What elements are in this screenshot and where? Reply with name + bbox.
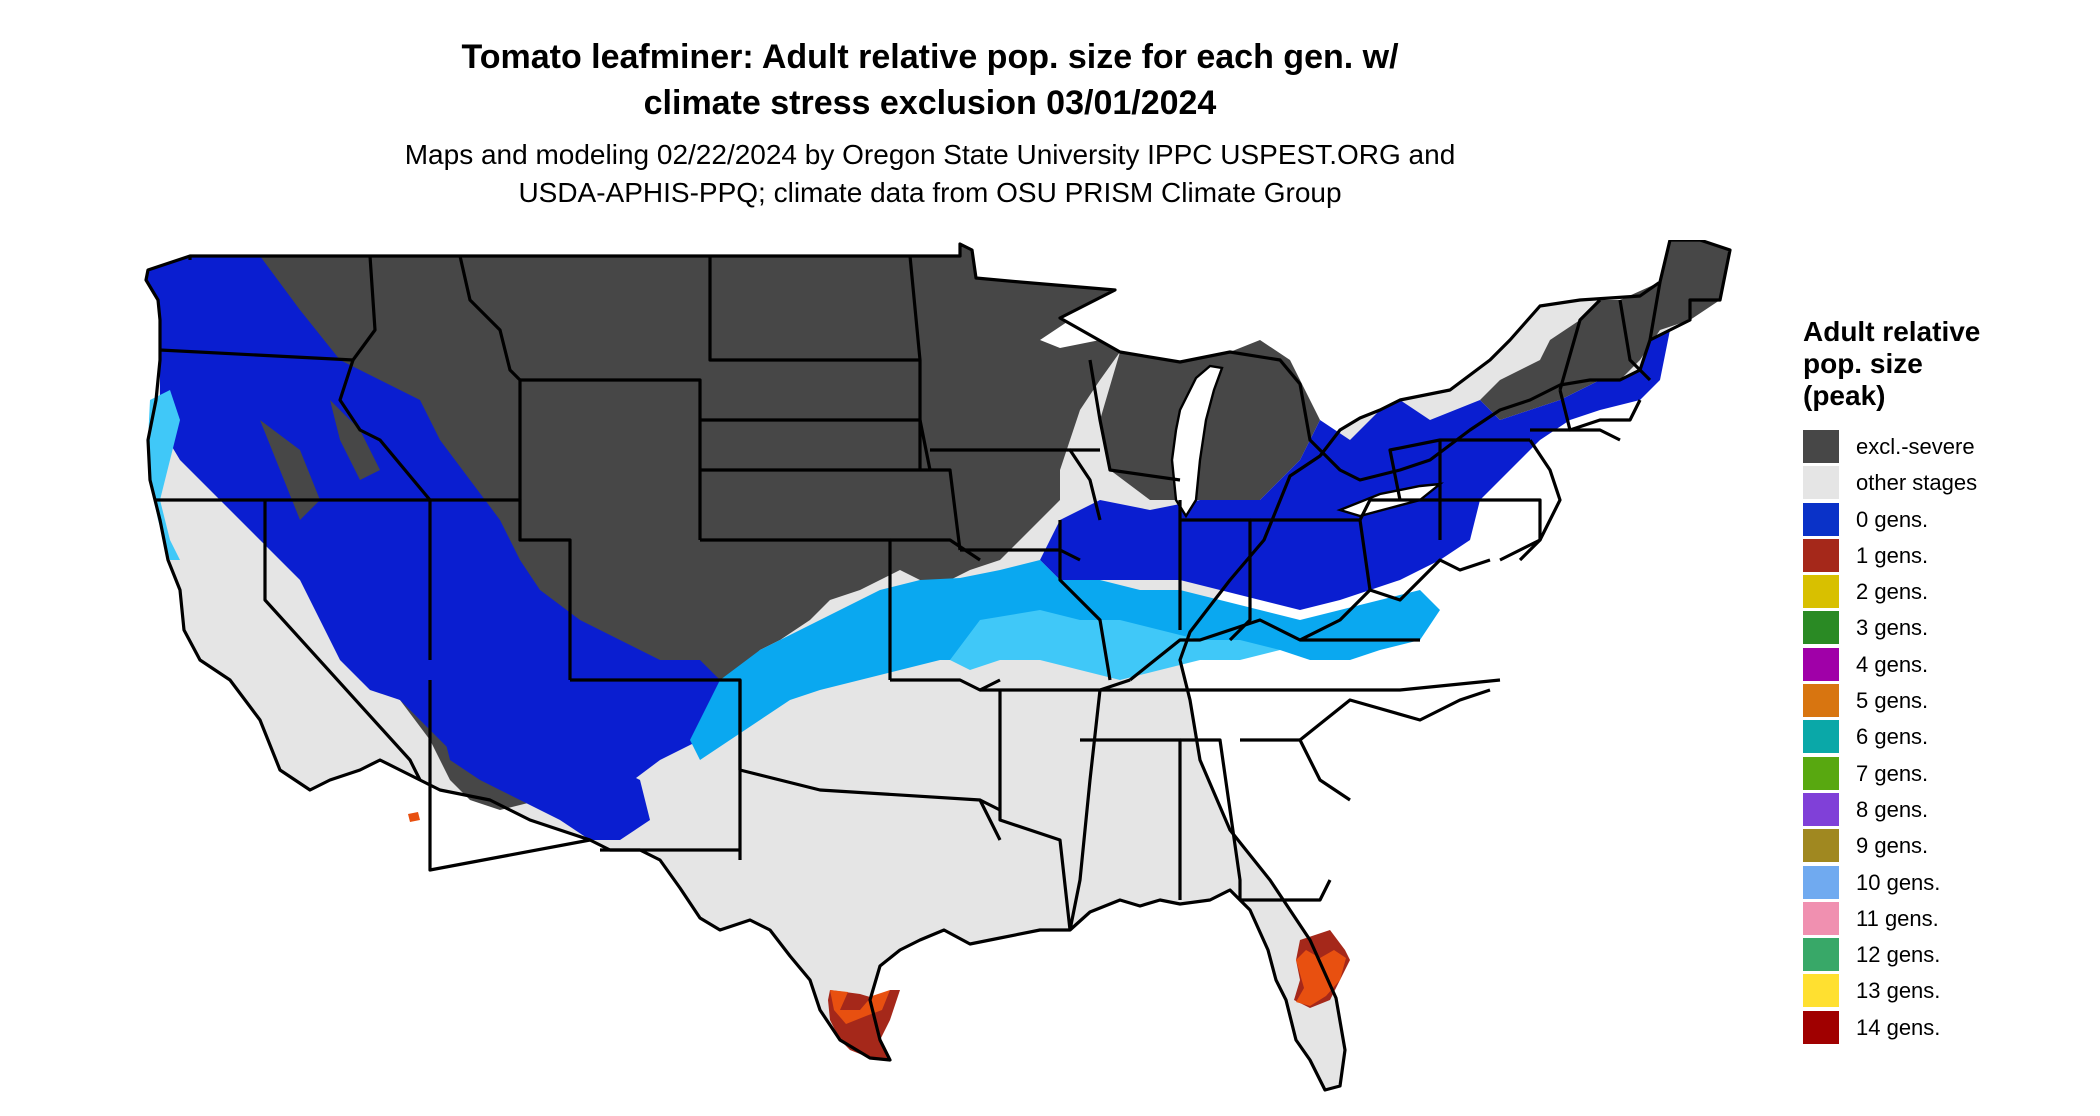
legend-item: 4 gens. [1803,646,2093,682]
map-region-zero-gens-southwest-light [440,710,650,840]
legend-title: Adult relative pop. size (peak) [1803,316,2093,412]
legend-item: 2 gens. [1803,573,2093,609]
map-subtitle: Maps and modeling 02/22/2024 by Oregon S… [0,136,1860,212]
map-region-one-gen-florida-edge [1296,950,1346,1006]
map-region-zero-gens-pale-band [950,610,1280,680]
legend-label: 8 gens. [1856,796,1929,822]
legend-swatch [1803,647,1839,681]
legend-item: 3 gens. [1803,609,2093,645]
legend-swatch [1803,901,1839,935]
legend-swatch [1803,430,1839,463]
legend-item: 6 gens. [1803,718,2093,754]
title-line-1: Tomato leafminer: Adult relative pop. si… [461,38,1399,76]
legend-label: 12 gens. [1856,942,1941,968]
legend-label: 7 gens. [1856,760,1929,786]
legend-swatch [1803,792,1839,826]
legend-swatch [1803,974,1839,1008]
legend-item: 9 gens. [1803,827,2093,863]
legend-swatch [1803,575,1839,609]
legend-swatch [1803,720,1839,754]
legend-swatch [1803,502,1839,536]
legend-title-line: (peak) [1803,380,1886,411]
legend-item: excl.-severe [1803,428,2093,464]
legend-item: 0 gens. [1803,501,2093,537]
map-region-excluded-northeast [1480,240,1730,420]
map-region-zero-gens-east [1040,330,1670,610]
legend-items: excl.-severe other stages 0 gens. 1 gens. 2 … [1803,428,2093,1045]
legend-label: other stages [1856,470,1978,496]
legend-label: 1 gens. [1856,542,1929,568]
legend-swatch [1803,466,1839,500]
lake-michigan [1170,364,1224,519]
legend-label: excl.-severe [1856,434,1975,459]
legend-item: 11 gens. [1803,900,2093,936]
lake-superior [1040,312,1210,348]
map-title: Tomato leafminer: Adult relative pop. si… [0,34,1860,126]
legend-label: 3 gens. [1856,615,1929,641]
legend-label: 4 gens. [1856,651,1929,677]
legend-item: 13 gens. [1803,972,2093,1008]
map-region-zero-gens-pacific-coast [148,390,180,560]
legend-label: 2 gens. [1856,579,1929,605]
legend-item: 8 gens. [1803,791,2093,827]
legend-swatch [1803,1010,1839,1044]
map-region-excluded-great-lakes [1100,340,1320,500]
state-boundaries [156,255,1662,931]
legend-label: 11 gens. [1856,905,1939,931]
map-region-one-gen-texas-edge [830,990,890,1024]
legend-label: 14 gens. [1856,1014,1941,1040]
legend: Adult relative pop. size (peak) excl.-se… [1803,316,2093,1045]
legend-item: 1 gens. [1803,537,2093,573]
legend-label: 13 gens. [1856,978,1941,1004]
legend-swatch [1803,829,1839,863]
legend-swatch [1803,865,1839,899]
legend-title-line: Adult relative [1803,316,1981,347]
legend-swatch [1803,938,1839,972]
map-region-zero-gens-light-band [690,560,1440,760]
legend-swatch [1803,611,1839,645]
legend-label: 0 gens. [1856,506,1929,532]
legend-item: 7 gens. [1803,755,2093,791]
title-line-2: climate stress exclusion 03/01/2024 [643,84,1217,122]
legend-label: 9 gens. [1856,833,1929,859]
us-map [144,240,1732,1092]
us-outline [144,240,1732,1092]
subtitle-line-1: Maps and modeling 02/22/2024 by Oregon S… [404,139,1456,170]
legend-item: other stages [1803,464,2093,500]
legend-swatch [1803,756,1839,790]
legend-swatch [1803,684,1839,718]
legend-label: 10 gens. [1856,869,1941,895]
legend-item: 5 gens. [1803,682,2093,718]
legend-label: 6 gens. [1856,724,1929,750]
map-region-one-gen-california-dot [408,812,420,822]
legend-item: 14 gens. [1803,1009,2093,1045]
legend-label: 5 gens. [1856,688,1929,714]
legend-title-line: pop. size [1803,348,1923,379]
legend-item: 10 gens. [1803,864,2093,900]
subtitle-line-2: USDA-APHIS-PPQ; climate data from OSU PR… [518,177,1342,208]
legend-item: 12 gens. [1803,936,2093,972]
legend-swatch [1803,538,1839,572]
